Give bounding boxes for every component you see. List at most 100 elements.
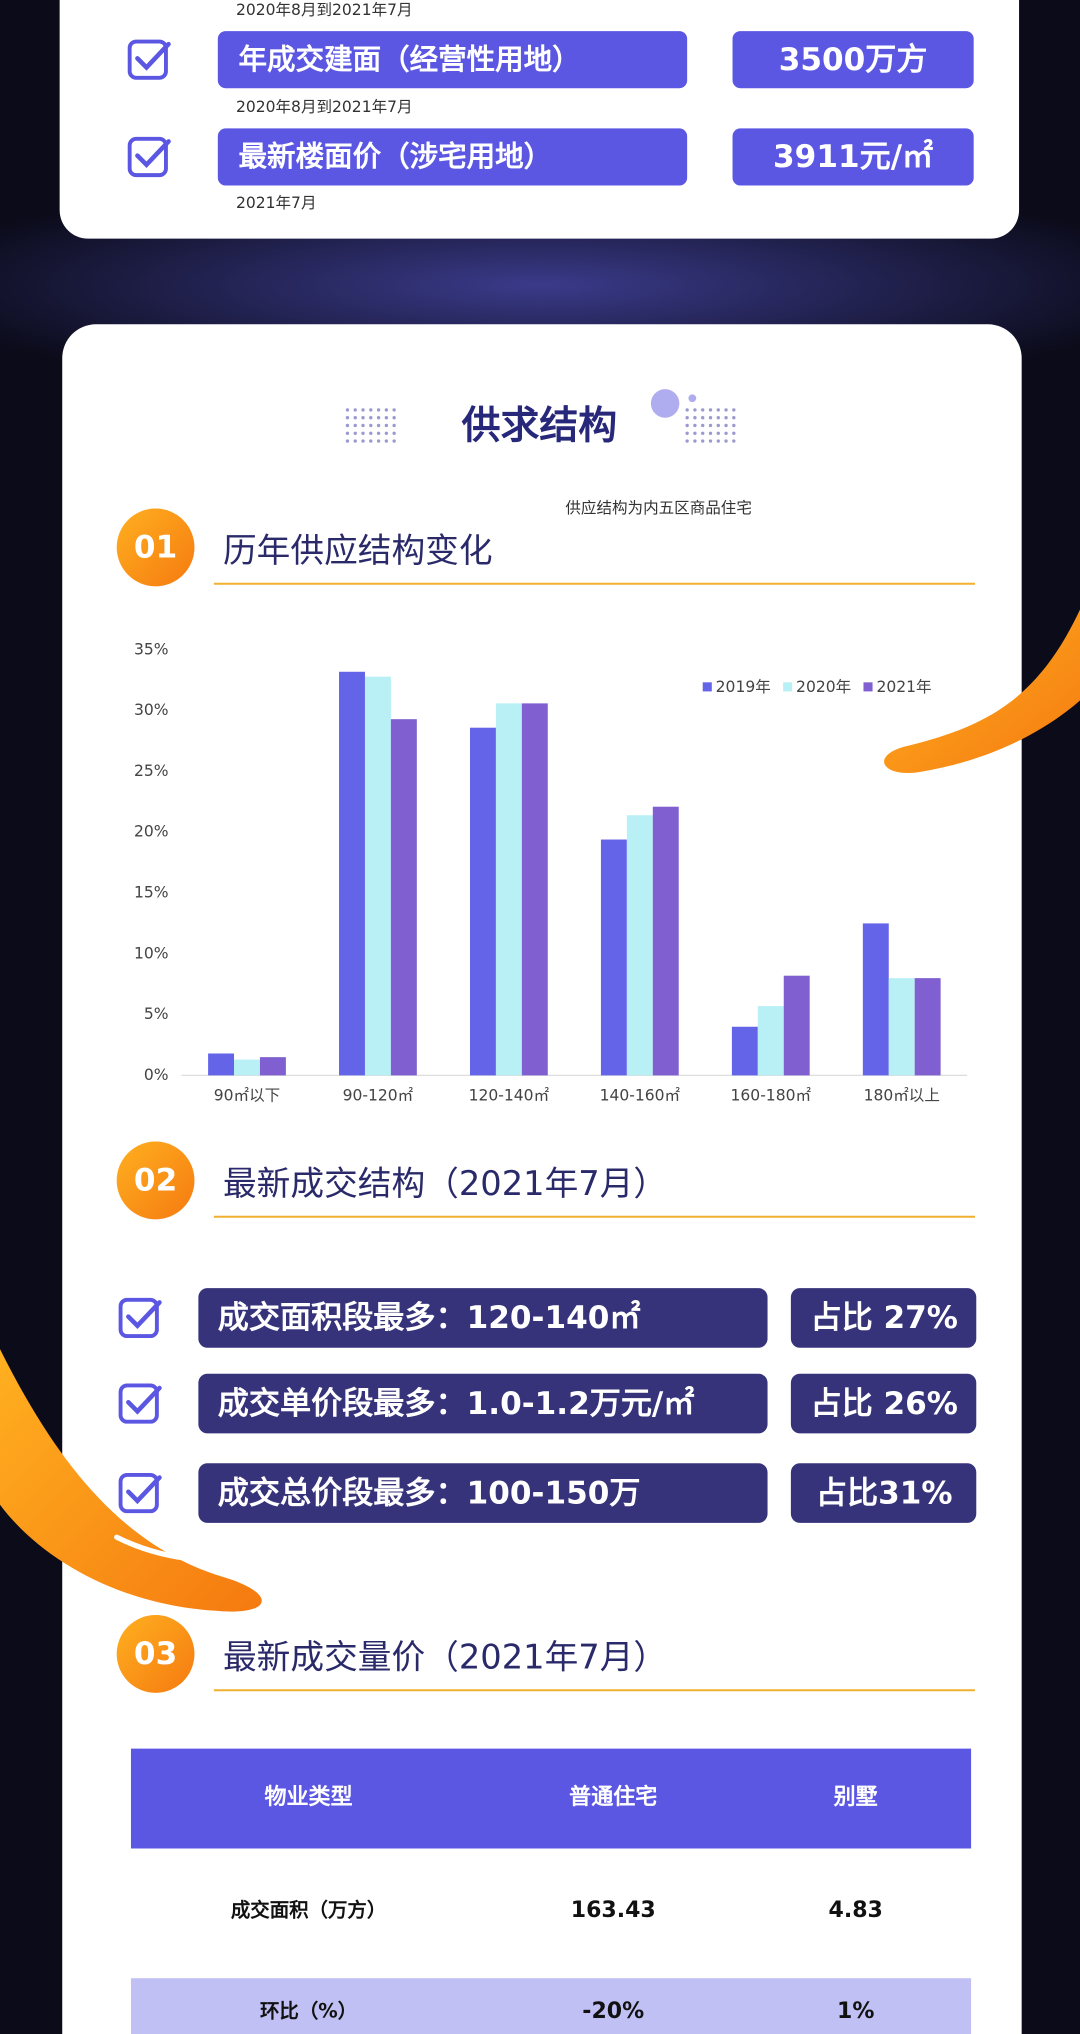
table-cell: 环比（%）: [260, 1999, 357, 2022]
y-tick-label: 30%: [134, 701, 169, 719]
dot-decoration: [384, 439, 389, 443]
item-label: 最新楼面价（涉宅用地）: [239, 140, 553, 173]
dot-decoration: [724, 431, 728, 435]
x-tick-label: 90㎡以下: [214, 1087, 280, 1105]
share-text: 占比 26%: [810, 1386, 957, 1422]
table-row: [130, 1978, 972, 2034]
section-title: 最新成交结构（2021年7月）: [223, 1164, 667, 1203]
dot-decoration: [732, 423, 736, 428]
label-box: [217, 128, 688, 186]
x-tick-label: 120-140㎡: [469, 1087, 550, 1105]
bar: [390, 719, 417, 1076]
bar: [914, 978, 941, 1076]
table-cell: 成交面积（万方）: [231, 1898, 386, 1921]
y-tick-label: 15%: [134, 884, 169, 902]
dot-decoration: [361, 416, 365, 420]
bar: [652, 806, 679, 1076]
item-value: 3500万方: [779, 42, 928, 78]
table-header: [130, 1748, 972, 1849]
dot-decoration: [345, 439, 350, 443]
dot-decoration: [376, 439, 381, 443]
table-header-cell: 普通住宅: [569, 1784, 657, 1810]
y-tick-label: 10%: [134, 944, 169, 962]
bar: [783, 975, 810, 1076]
dot-decoration: [361, 408, 365, 412]
dot-decoration: [345, 431, 350, 435]
dot-decoration: [392, 416, 396, 420]
checkmark: [135, 139, 171, 169]
y-tick-label: 5%: [144, 1005, 169, 1023]
dot-decoration: [392, 439, 396, 443]
dot-decoration: [693, 439, 697, 443]
bar: [469, 727, 496, 1076]
orange-decoration: [0, 1349, 262, 1612]
share-text: 占比 27%: [810, 1300, 957, 1336]
section-badge: [116, 1141, 195, 1220]
dot-decoration: [384, 416, 389, 420]
dot-decoration: [376, 408, 381, 412]
dot-decoration: [361, 431, 365, 435]
card-title: 供求结构: [462, 404, 618, 449]
highlight-text: 成交总价段最多：100-150万: [218, 1475, 641, 1511]
dot-decoration: [708, 431, 713, 435]
bar: [234, 1059, 260, 1076]
legend-swatch: [783, 682, 793, 692]
dot-decoration: [369, 423, 373, 428]
decoration-highlight: [114, 1534, 198, 1562]
date-note: 2020年8月到2021年7月: [236, 1, 413, 19]
dot-decoration: [708, 423, 713, 428]
highlight-text: 成交面积段最多：120-140㎡: [218, 1300, 641, 1336]
dot-decoration: [732, 408, 736, 412]
table-cell: 4.83: [829, 1898, 883, 1923]
dot-decoration: [685, 416, 689, 420]
highlight-box: [198, 1373, 768, 1434]
checkbox: [118, 1383, 159, 1424]
checkbox: [127, 39, 168, 80]
title-decoration: [688, 394, 697, 403]
dot-decoration: [732, 439, 736, 443]
section-badge: [116, 1615, 195, 1693]
title-decoration: [650, 389, 680, 418]
bar: [862, 923, 889, 1076]
section-badge: [116, 508, 195, 587]
dot-decoration: [716, 416, 720, 420]
x-tick-label: 90-120㎡: [343, 1087, 414, 1105]
checkmark: [126, 1300, 162, 1329]
checkbox: [118, 1297, 159, 1339]
dot-decoration: [353, 431, 357, 435]
dot-decoration: [708, 439, 713, 443]
checkmark: [135, 41, 171, 71]
share-box: [790, 1373, 977, 1434]
y-tick-label: 35%: [134, 640, 169, 658]
card-note: 供应结构为内五区商品住宅: [565, 498, 752, 517]
dot-decoration: [732, 431, 736, 435]
item-label: 年成交建面（经营性用地）: [239, 43, 581, 76]
highlight-box: [198, 1463, 768, 1523]
table-cell: 1%: [837, 1999, 874, 2024]
legend-label: 2020年: [796, 678, 851, 696]
highlight-box: [198, 1288, 768, 1348]
dot-decoration: [685, 423, 689, 428]
value-box: [732, 31, 974, 89]
section-title: 历年供应结构变化: [223, 531, 493, 570]
dot-decoration: [724, 439, 728, 443]
dot-decoration: [384, 408, 389, 412]
checkbox: [118, 1472, 159, 1514]
share-box: [790, 1463, 977, 1523]
dot-decoration: [353, 416, 357, 420]
dot-decoration: [345, 416, 350, 420]
section-title: 最新成交量价（2021年7月）: [223, 1638, 667, 1677]
label-box: [217, 31, 688, 89]
checkmark: [126, 1385, 162, 1415]
dot-decoration: [361, 423, 365, 428]
main-card: [62, 324, 1022, 2034]
dot-decoration: [693, 408, 697, 412]
share-box: [790, 1288, 977, 1348]
dot-decoration: [693, 416, 697, 420]
dot-decoration: [376, 431, 381, 435]
dot-decoration: [685, 431, 689, 435]
bar: [495, 703, 522, 1076]
dot-decoration: [353, 423, 357, 428]
dot-decoration: [376, 423, 381, 428]
dot-decoration: [708, 416, 713, 420]
